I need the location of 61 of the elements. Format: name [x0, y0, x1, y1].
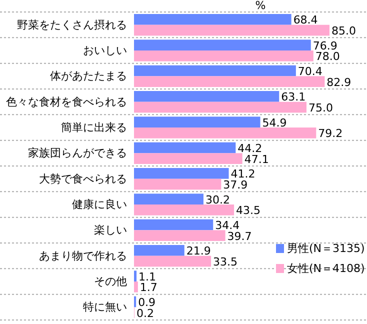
- y-tick-label: 特に無い: [83, 300, 127, 314]
- data-label: 43.5: [236, 204, 261, 218]
- data-label: 39.7: [227, 230, 252, 243]
- bar: [134, 24, 330, 36]
- y-tick-label: 健康に良い: [72, 198, 127, 212]
- y-tick-label: その他: [94, 275, 127, 288]
- bar: [134, 102, 306, 113]
- legend-label: 女性(N＝4108): [287, 262, 365, 276]
- legend-label: 男性(N＝3135): [287, 242, 365, 256]
- bar: [134, 230, 226, 241]
- data-label: 47.1: [244, 152, 269, 166]
- bar: [134, 194, 204, 204]
- bar: [134, 40, 311, 50]
- y-tick-label: 大勢で食べられる: [39, 172, 127, 186]
- y-tick-label: 色々な食材を食べられる: [6, 95, 127, 108]
- data-label: 76.9: [312, 39, 338, 52]
- data-label: 44.2: [238, 142, 262, 155]
- bar: [134, 153, 242, 164]
- y-tick-label: おいしい: [83, 44, 127, 58]
- bar: [134, 204, 234, 216]
- data-label: 0.2: [136, 306, 154, 320]
- data-label: 82.9: [326, 76, 352, 89]
- x-axis-title: %: [255, 0, 266, 12]
- data-label: 33.5: [213, 255, 238, 268]
- bar: [134, 270, 137, 282]
- data-label: 1.7: [140, 281, 158, 294]
- data-label: 68.4: [293, 14, 318, 27]
- y-tick-label: あまり物で作れる: [39, 249, 127, 262]
- y-tick-label: 野菜をたくさん摂れる: [17, 18, 127, 32]
- bar: [134, 65, 296, 76]
- bar: [134, 245, 184, 256]
- bar: [134, 14, 292, 25]
- data-label: 70.4: [298, 64, 322, 78]
- bar: [134, 219, 214, 230]
- y-tick-label: 家族団らんができる: [28, 146, 127, 160]
- data-label: 37.9: [223, 178, 248, 192]
- data-label: 63.1: [281, 90, 306, 104]
- y-tick-label: 体があたたまる: [50, 70, 127, 83]
- bar: [134, 128, 316, 138]
- bar: [134, 168, 229, 179]
- data-label: 41.2: [230, 168, 256, 181]
- data-label: 30.2: [205, 193, 230, 206]
- bar: [134, 178, 222, 190]
- data-label: 1.1: [138, 270, 156, 284]
- y-tick-label: 簡単に出来る: [61, 121, 127, 134]
- data-label: 85.0: [332, 24, 356, 38]
- data-label: 0.9: [138, 296, 156, 309]
- bar: [134, 256, 212, 267]
- bar: [134, 142, 236, 154]
- data-label: 75.0: [308, 101, 333, 114]
- y-tick-label: 楽しい: [94, 224, 127, 237]
- data-label: 54.9: [262, 116, 287, 130]
- data-label: 78.0: [315, 50, 340, 64]
- bar: [134, 116, 260, 128]
- bar: [134, 91, 280, 102]
- data-label: 34.4: [215, 218, 240, 232]
- bar: [134, 50, 314, 62]
- data-label: 21.9: [186, 244, 211, 258]
- bar: [134, 282, 138, 292]
- bar: [134, 76, 325, 87]
- data-label: 79.2: [318, 127, 343, 140]
